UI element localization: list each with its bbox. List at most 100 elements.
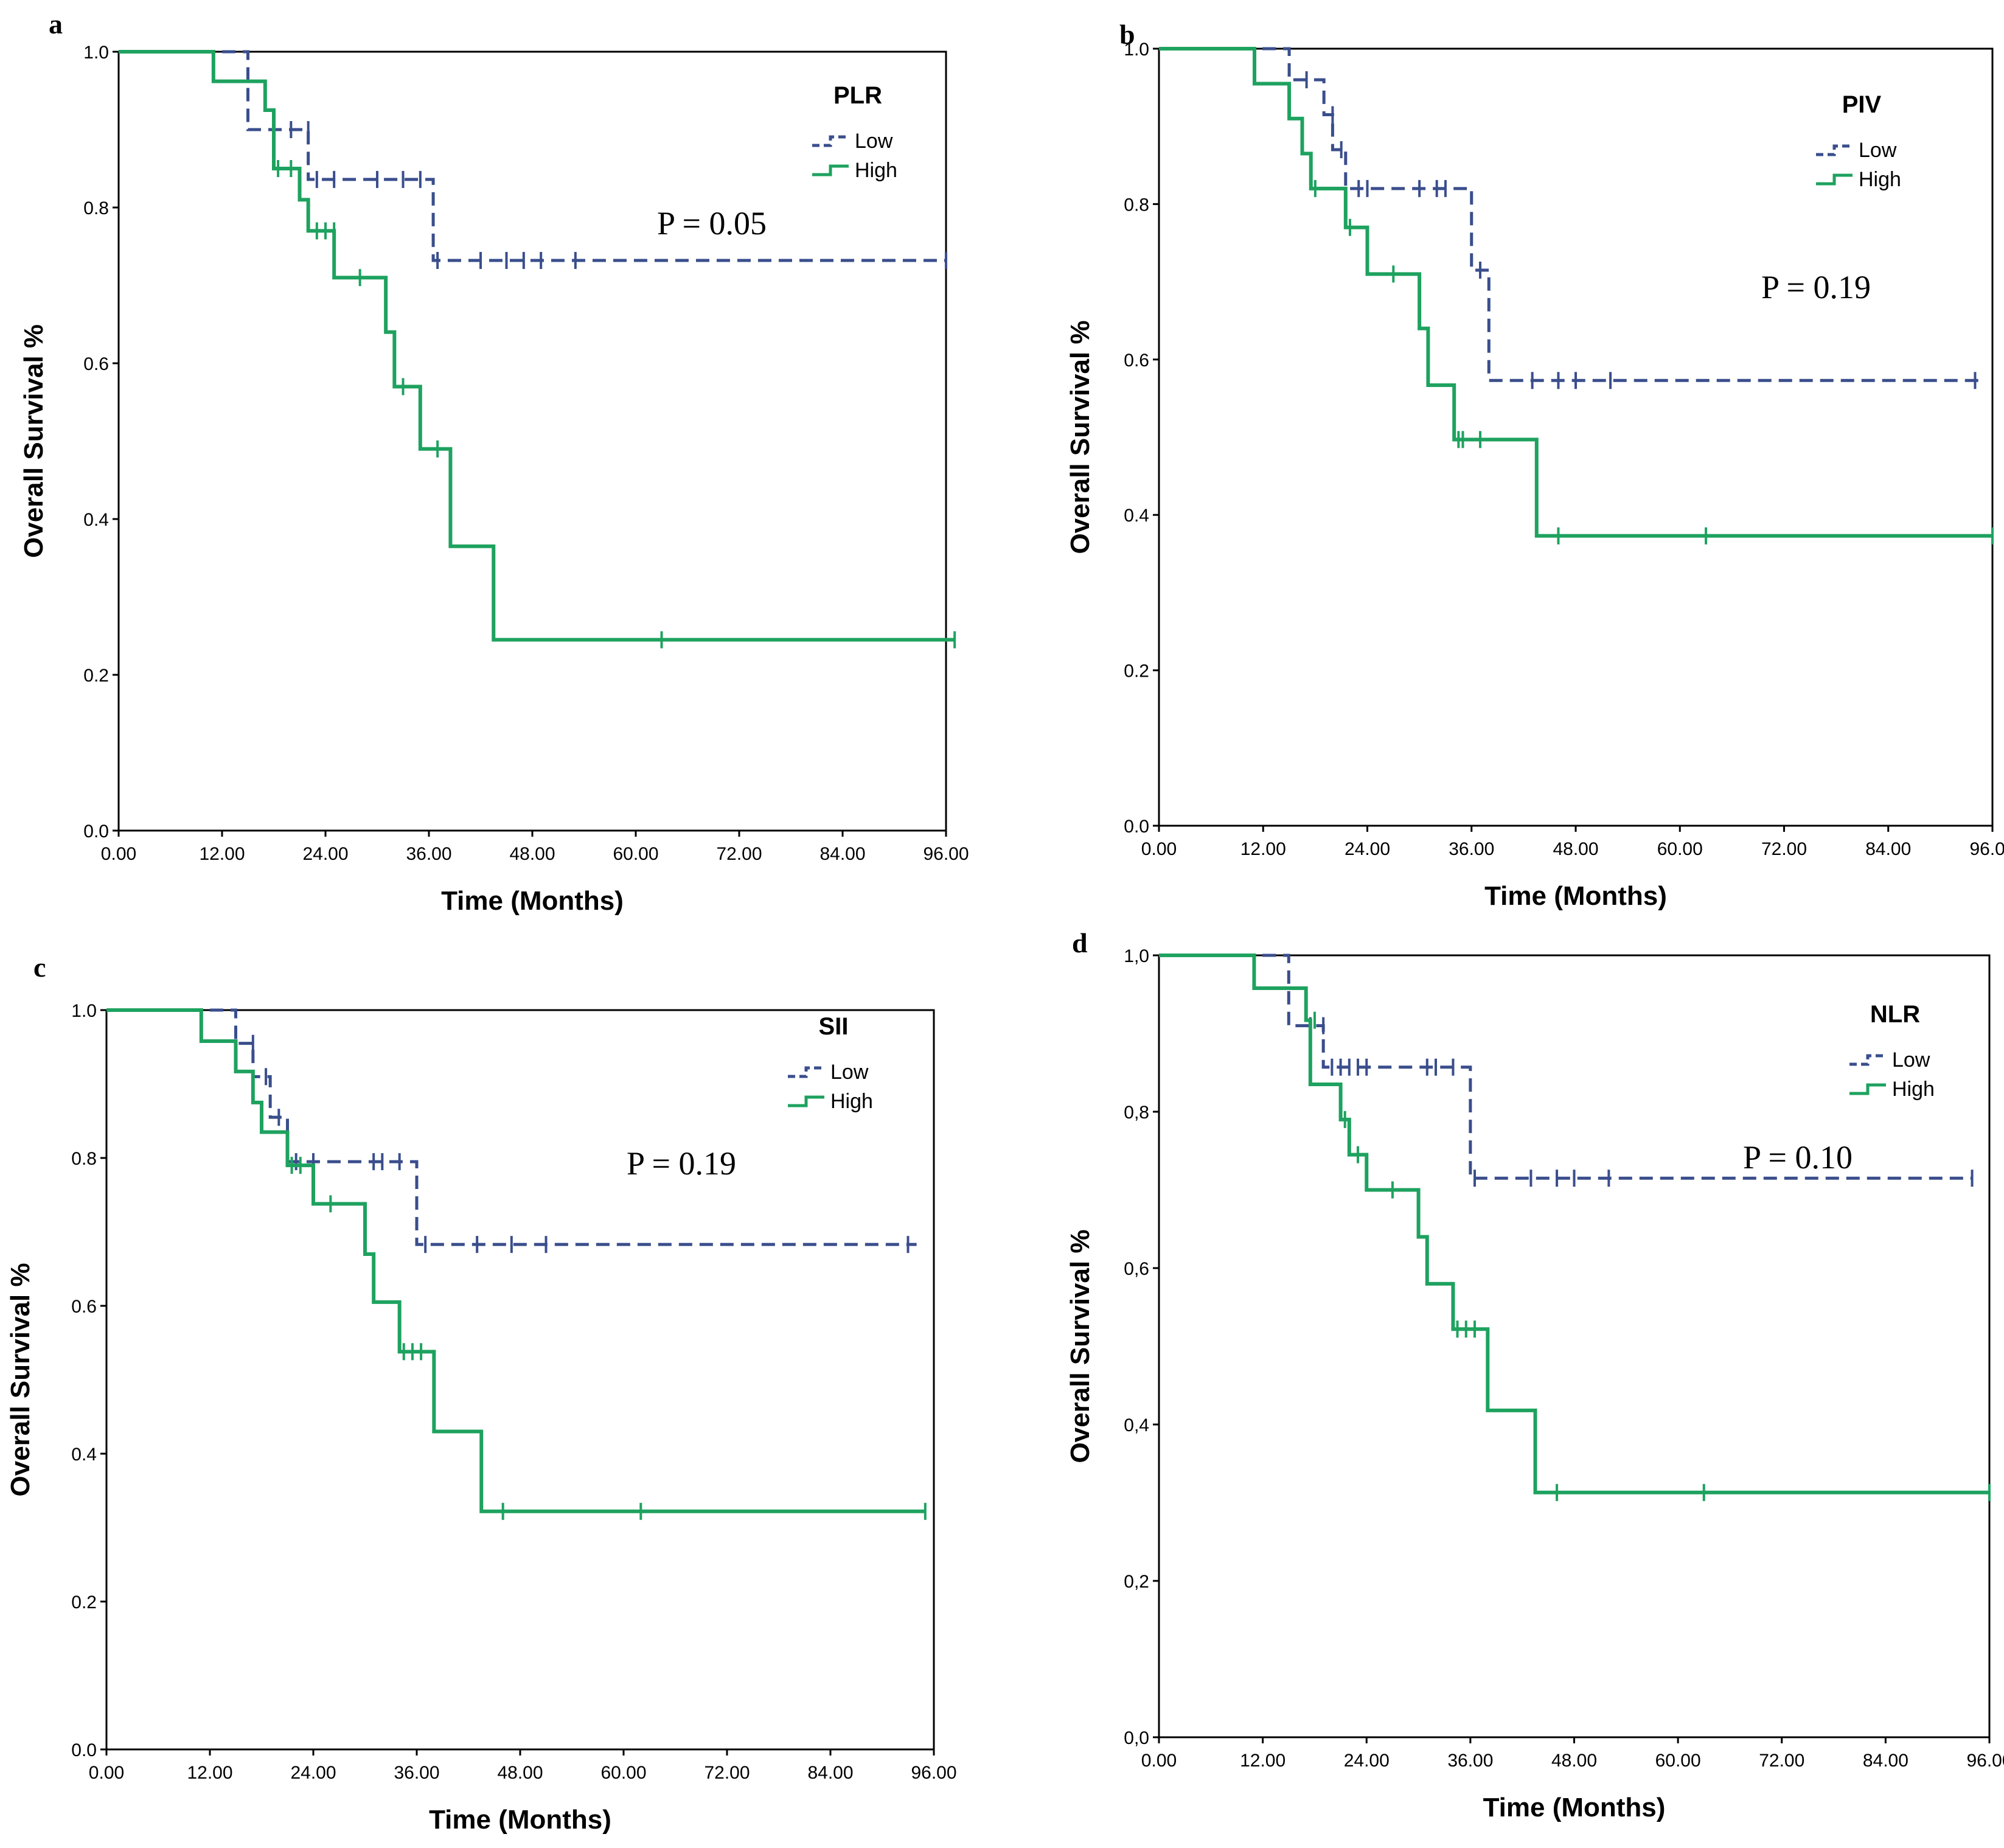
x-tick-label: 96.00 xyxy=(1966,1751,2004,1771)
x-tick-label: 60.00 xyxy=(613,844,658,864)
p-value: P = 0.19 xyxy=(1761,269,1871,305)
legend-label-low: Low xyxy=(855,130,893,153)
plot-frame xyxy=(1158,47,1994,827)
legend-swatch-low xyxy=(1816,144,1853,156)
x-tick-label: 60.00 xyxy=(1657,839,1703,859)
x-tick-label: 0.00 xyxy=(1141,839,1177,859)
plot-frame xyxy=(1158,954,1991,1738)
y-tick-label: 1.0 xyxy=(83,43,109,63)
y-tick-label: 0,6 xyxy=(1124,1259,1149,1279)
x-tick-label: 36.00 xyxy=(394,1763,439,1783)
y-tick-label: 0.6 xyxy=(83,354,109,374)
x-tick-label: 48.00 xyxy=(509,844,555,864)
legend-label-high: High xyxy=(855,159,897,182)
legend-swatch-high xyxy=(788,1095,824,1107)
legend-swatch-high xyxy=(812,164,849,176)
y-tick-label: 0,2 xyxy=(1124,1572,1149,1592)
legend-label-low: Low xyxy=(1859,139,1897,162)
y-tick-label: 0.0 xyxy=(71,1740,97,1760)
y-axis-title: Overall Survival % xyxy=(1065,1230,1095,1463)
plot-frame xyxy=(105,1009,935,1751)
series-low-curve xyxy=(119,50,946,262)
x-axis-title: Time (Months) xyxy=(1483,1793,1666,1822)
series-high-curve xyxy=(119,50,955,642)
x-tick-label: 84.00 xyxy=(819,844,865,864)
legend-title: PLR xyxy=(833,82,882,109)
series-high-curve xyxy=(1159,954,1989,1494)
x-tick-label: 72.00 xyxy=(1759,1751,1804,1771)
y-axis-title: Overall Survival % xyxy=(19,324,49,558)
x-tick-label: 24.00 xyxy=(1344,1751,1390,1771)
y-tick-label: 0.2 xyxy=(71,1592,97,1613)
p-value: P = 0.10 xyxy=(1743,1139,1853,1176)
y-tick-label: 0.0 xyxy=(1124,817,1149,837)
x-axis-title: Time (Months) xyxy=(429,1805,611,1835)
legend-label-high: High xyxy=(1892,1078,1935,1101)
x-tick-label: 36.00 xyxy=(1449,839,1494,859)
panel-d: d 0,0 0,2 0,4 0,6 0,8 1,0 0.00 12.00 24.00 36.00 48… xyxy=(1065,927,2004,1822)
x-axis-title: Time (Months) xyxy=(1484,881,1667,911)
x-tick-label: 12.00 xyxy=(187,1763,232,1783)
y-tick-label: 1.0 xyxy=(71,1001,97,1021)
x-tick-label: 60.00 xyxy=(1655,1751,1701,1771)
y-tick-label: 0,4 xyxy=(1124,1415,1149,1435)
x-tick-label: 72.00 xyxy=(716,844,762,864)
x-tick-label: 48.00 xyxy=(1553,839,1598,859)
legend-label-low: Low xyxy=(1892,1048,1930,1072)
y-tick-label: 0.2 xyxy=(83,666,109,686)
series-low-curve xyxy=(1159,954,1972,1180)
x-tick-label: 12.00 xyxy=(199,844,245,864)
panel-b: b 0.0 0.2 0.4 0.6 0.8 1.0 0.00 12.00 24.00 36.00 48… xyxy=(1065,19,2004,911)
legend-swatch-high xyxy=(1816,173,1853,186)
x-axis-title: Time (Months) xyxy=(441,886,624,916)
x-tick-label: 84.00 xyxy=(1863,1751,1908,1771)
x-tick-label: 96.00 xyxy=(911,1763,956,1783)
legend-label-high: High xyxy=(1859,168,1901,191)
y-axis-title: Overall Survival % xyxy=(1065,321,1095,554)
y-tick-label: 0,0 xyxy=(1124,1728,1149,1748)
y-axis-title: Overall Survival % xyxy=(5,1263,35,1497)
x-tick-label: 96.00 xyxy=(923,844,969,864)
x-tick-label: 0.00 xyxy=(1141,1751,1177,1771)
panel-c: c 0.0 0.2 0.4 0.6 0.8 1.0 0.00 12.00 24.00 36.00 48… xyxy=(5,952,957,1835)
y-tick-label: 0.4 xyxy=(1124,506,1149,526)
y-tick-label: 0.0 xyxy=(83,821,109,842)
x-tick-label: 12.00 xyxy=(1240,839,1286,859)
y-tick-label: 0.4 xyxy=(71,1445,97,1465)
x-tick-label: 84.00 xyxy=(1865,839,1911,859)
x-tick-label: 0.00 xyxy=(89,1763,124,1783)
panel-letter: c xyxy=(33,952,46,983)
p-value: P = 0.05 xyxy=(657,205,767,242)
x-tick-label: 0.00 xyxy=(101,844,136,864)
x-tick-label: 36.00 xyxy=(406,844,451,864)
x-tick-label: 72.00 xyxy=(704,1763,750,1783)
y-tick-label: 0.6 xyxy=(1124,350,1149,371)
x-tick-label: 48.00 xyxy=(1551,1751,1597,1771)
legend-swatch-low xyxy=(812,135,849,147)
legend-swatch-low xyxy=(788,1066,824,1078)
x-tick-label: 96.00 xyxy=(1969,839,2004,859)
series-high-curve xyxy=(1159,47,1992,538)
x-tick-label: 24.00 xyxy=(1345,839,1390,859)
y-tick-label: 0.8 xyxy=(71,1149,97,1169)
y-tick-label: 1.0 xyxy=(1124,40,1149,60)
y-tick-label: 0.8 xyxy=(1124,195,1149,215)
x-tick-label: 72.00 xyxy=(1761,839,1807,859)
x-tick-label: 48.00 xyxy=(497,1763,543,1783)
p-value: P = 0.19 xyxy=(627,1145,736,1182)
series-high-curve xyxy=(106,1008,925,1513)
series-low-curve xyxy=(1159,47,1984,382)
y-tick-label: 0.8 xyxy=(83,198,109,218)
panel-letter: d xyxy=(1072,927,1088,958)
y-tick-label: 0.4 xyxy=(83,510,109,530)
x-tick-label: 84.00 xyxy=(807,1763,853,1783)
x-tick-label: 60.00 xyxy=(600,1763,646,1783)
legend-swatch-high xyxy=(1849,1083,1886,1095)
y-tick-label: 0,8 xyxy=(1124,1103,1149,1123)
x-tick-label: 12.00 xyxy=(1240,1751,1286,1771)
y-tick-label: 1,0 xyxy=(1124,946,1149,966)
x-tick-label: 24.00 xyxy=(290,1763,336,1783)
legend-title: SII xyxy=(819,1013,849,1040)
legend-label-low: Low xyxy=(830,1061,869,1084)
